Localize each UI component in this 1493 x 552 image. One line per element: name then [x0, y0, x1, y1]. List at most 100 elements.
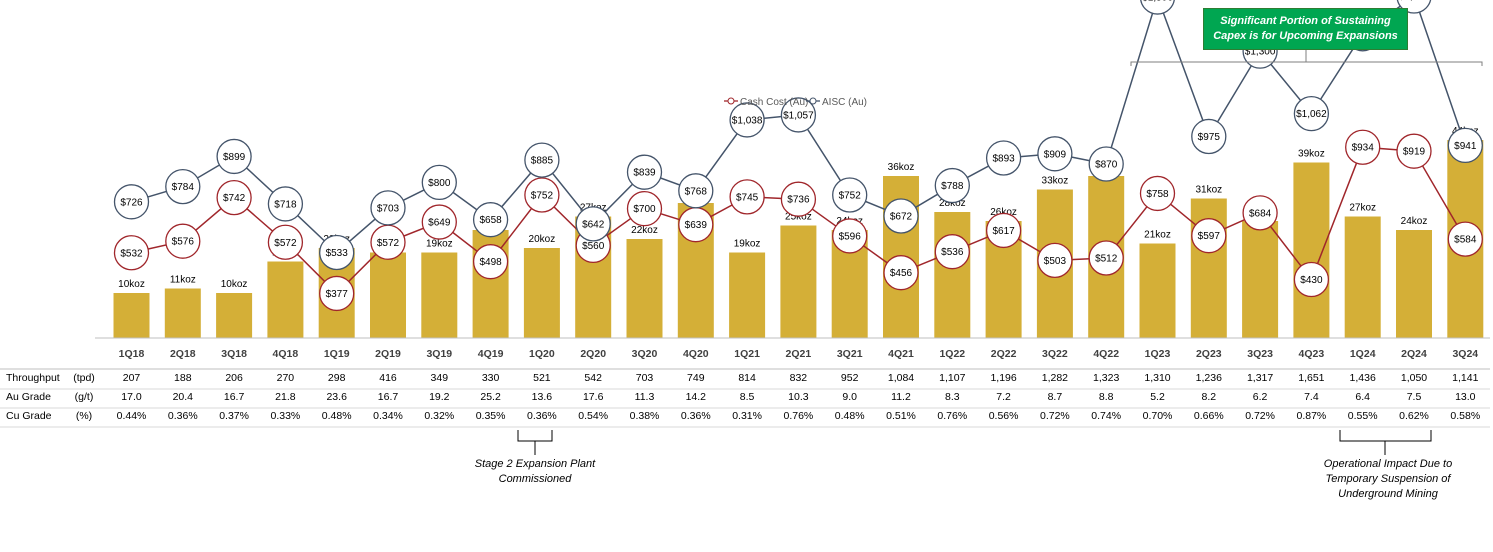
x-tick-2Q22: 2Q22 [991, 348, 1017, 360]
point-label-0-2Q19: $572 [377, 238, 400, 249]
table-cell-2-17: 0.56% [989, 410, 1019, 422]
point-label-1-2Q24: $1,510 [1399, 0, 1430, 3]
table-cell-2-6: 0.32% [424, 410, 454, 422]
table-cell-1-10: 11.3 [635, 391, 655, 403]
point-label-1-4Q23: $1,062 [1296, 109, 1327, 120]
point-label-0-3Q19: $649 [428, 218, 451, 229]
point-label-1-1Q21: $1,038 [732, 115, 763, 126]
table-cell-2-20: 0.70% [1143, 410, 1173, 422]
table-cell-1-1: 20.4 [173, 391, 194, 403]
marker-1-2Q18 [165, 168, 201, 205]
x-tick-3Q18: 3Q18 [221, 348, 247, 360]
bar-1Q20 [523, 248, 560, 338]
point-label-0-1Q24: $934 [1352, 143, 1375, 154]
point-label-0-4Q22: $512 [1095, 254, 1118, 265]
bar-label-4Q23: 39koz [1298, 149, 1325, 160]
table-cell-2-21: 0.66% [1194, 410, 1224, 422]
table-cell-0-24: 1,436 [1350, 372, 1376, 384]
table-cell-0-16: 1,107 [939, 372, 965, 384]
table-row-unit-0: (tpd) [73, 372, 95, 384]
table-cell-2-5: 0.34% [373, 410, 403, 422]
x-tick-3Q23: 3Q23 [1247, 348, 1273, 360]
point-label-0-2Q23: $597 [1198, 231, 1221, 242]
table-cell-1-0: 17.0 [121, 391, 142, 403]
point-label-1-2Q23: $975 [1198, 132, 1221, 143]
x-tick-1Q19: 1Q19 [324, 348, 350, 360]
point-label-0-2Q21: $736 [787, 195, 810, 206]
table-cell-1-11: 14.2 [686, 391, 707, 403]
legend-label-0: Cash Cost (Au) [740, 97, 808, 108]
point-label-1-3Q18: $899 [223, 152, 246, 163]
x-tick-1Q22: 1Q22 [939, 348, 965, 360]
table-row-unit-2: (%) [76, 410, 92, 422]
table-cell-0-21: 1,236 [1196, 372, 1222, 384]
bar-label-2Q21: 25koz [785, 212, 812, 223]
marker-1-2Q19 [370, 190, 406, 226]
table-cell-2-12: 0.31% [732, 410, 762, 422]
x-tick-2Q20: 2Q20 [580, 348, 606, 360]
point-label-0-3Q23: $684 [1249, 208, 1272, 219]
point-label-1-3Q20: $839 [633, 168, 656, 179]
table-cell-1-5: 16.7 [378, 391, 399, 403]
point-label-0-3Q22: $503 [1044, 256, 1067, 267]
x-tick-4Q19: 4Q19 [478, 348, 504, 360]
marker-1-3Q24 [1447, 127, 1483, 164]
marker-0-2Q18 [165, 223, 201, 259]
marker-0-4Q19 [472, 244, 509, 280]
bar-2Q18 [164, 288, 201, 338]
marker-0-4Q22 [1088, 240, 1124, 276]
marker-0-4Q23 [1293, 261, 1330, 298]
bar-3Q18 [216, 293, 253, 338]
x-tick-1Q23: 1Q23 [1145, 348, 1171, 360]
table-cell-0-1: 188 [174, 372, 192, 384]
x-tick-2Q24: 2Q24 [1401, 348, 1427, 360]
point-label-0-3Q18: $742 [223, 193, 246, 204]
marker-0-2Q24 [1396, 133, 1432, 169]
legend-marker-0 [727, 97, 735, 105]
x-tick-4Q18: 4Q18 [273, 348, 299, 360]
point-label-0-4Q18: $572 [274, 238, 297, 249]
point-label-0-1Q21: $745 [736, 192, 759, 203]
marker-1-2Q22 [985, 140, 1022, 176]
table-cell-0-10: 703 [636, 372, 654, 384]
point-label-1-2Q20: $642 [582, 219, 605, 230]
point-label-0-4Q21: $456 [890, 268, 913, 279]
table-cell-1-18: 8.7 [1048, 391, 1063, 403]
point-label-1-1Q18: $726 [120, 197, 143, 208]
table-cell-1-21: 8.2 [1201, 391, 1216, 403]
marker-1-3Q22 [1037, 136, 1073, 172]
point-label-0-2Q18: $576 [172, 237, 195, 248]
point-label-1-1Q19: $533 [326, 248, 349, 259]
table-cell-1-6: 19.2 [429, 391, 450, 403]
table-cell-2-9: 0.54% [578, 410, 608, 422]
table-cell-1-14: 9.0 [842, 391, 857, 403]
marker-0-2Q22 [985, 212, 1022, 249]
bar-label-3Q18: 10koz [221, 279, 248, 290]
table-cell-1-22: 6.2 [1253, 391, 1268, 403]
bar-label-1Q23: 21koz [1144, 230, 1171, 241]
marker-0-3Q20 [626, 190, 663, 227]
marker-1-3Q20 [626, 154, 663, 190]
marker-1-4Q18 [267, 186, 304, 222]
x-tick-2Q18: 2Q18 [170, 348, 196, 360]
x-tick-1Q20: 1Q20 [529, 348, 555, 360]
point-label-1-4Q19: $658 [479, 215, 502, 226]
point-label-1-3Q23: $1,300 [1245, 47, 1276, 58]
marker-0-4Q18 [267, 224, 304, 260]
point-label-1-3Q21: $752 [839, 191, 862, 202]
marker-1-1Q22 [934, 167, 970, 204]
marker-1-1Q18 [113, 184, 150, 220]
table-cell-0-0: 207 [123, 372, 141, 384]
point-label-1-4Q20: $768 [685, 186, 708, 197]
bar-label-3Q19: 19koz [426, 239, 453, 250]
stage2-expansion-note: Stage 2 Expansion Plant Commissioned [474, 458, 596, 485]
x-tick-3Q21: 3Q21 [837, 348, 863, 360]
marker-0-2Q21 [780, 181, 817, 217]
marker-0-2Q23 [1191, 218, 1227, 254]
table-cell-2-11: 0.36% [681, 410, 711, 422]
table-cell-2-1: 0.36% [168, 410, 198, 422]
point-label-0-2Q22: $617 [992, 226, 1015, 237]
table-cell-0-3: 270 [277, 372, 295, 384]
x-tick-2Q21: 2Q21 [786, 348, 812, 360]
